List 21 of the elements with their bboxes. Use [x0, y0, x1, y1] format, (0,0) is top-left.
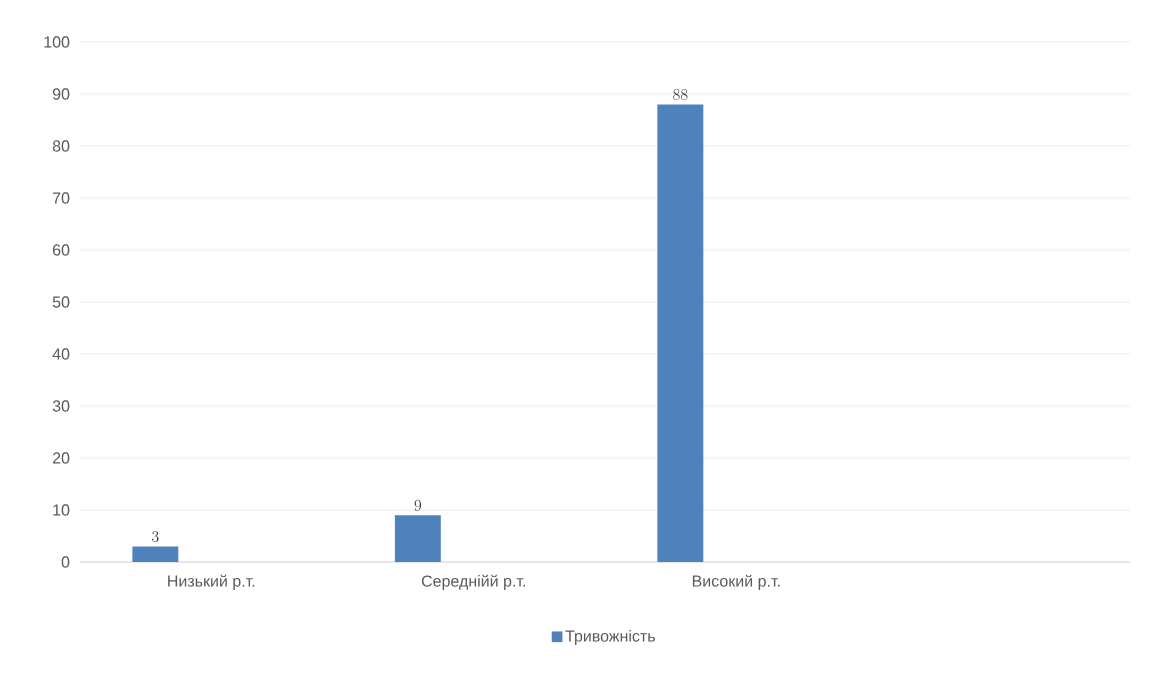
y-tick-label: 70	[52, 192, 70, 204]
data-label: 3	[152, 531, 159, 543]
x-tick-label: Низький р.т.	[168, 574, 255, 590]
data-label: 88	[673, 89, 688, 101]
y-tick-label: 40	[52, 348, 70, 360]
y-tick-label: 100	[44, 36, 70, 48]
bar	[657, 104, 704, 562]
y-tick-label: 10	[53, 504, 70, 516]
y-tick-label: 30	[52, 400, 70, 412]
x-tick-label: Середнійй р.т.	[421, 574, 525, 590]
x-tick-label: Високий р.т.	[692, 574, 780, 590]
y-tick-label: 60	[52, 244, 70, 256]
bar	[394, 515, 441, 562]
y-tick-label: 90	[52, 88, 70, 100]
y-tick-label: 80	[52, 140, 70, 152]
legend-label: Тривожність	[565, 630, 655, 645]
y-tick-label: 20	[52, 452, 70, 464]
bar	[132, 546, 179, 562]
y-tick-label: 50	[52, 296, 70, 308]
y-tick-label: 0	[61, 556, 70, 568]
data-label: 9	[414, 499, 422, 511]
